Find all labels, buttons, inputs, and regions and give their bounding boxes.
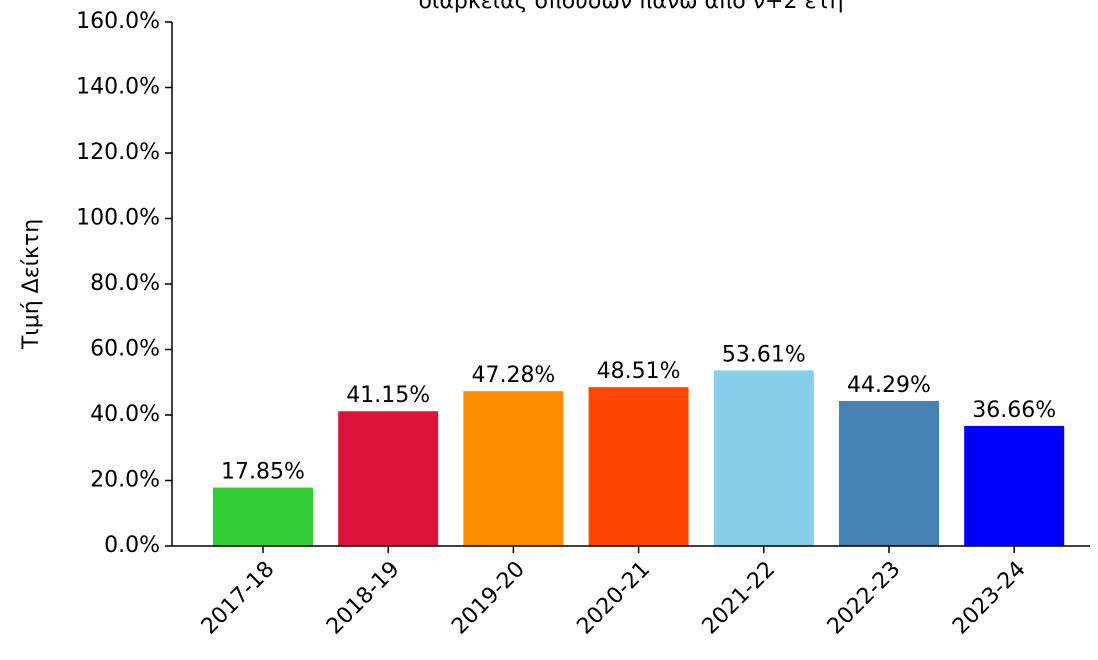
y-tick-label: 160.0% [76, 9, 160, 34]
value-label: 36.66% [972, 398, 1056, 423]
y-tick-label: 40.0% [90, 402, 160, 427]
bar [713, 370, 814, 546]
value-label: 53.61% [722, 342, 806, 367]
x-tick-label: 2017-18 [197, 557, 280, 640]
x-tick-label: 2023-24 [948, 557, 1031, 640]
x-tick-label: 2022-23 [823, 557, 906, 640]
y-tick-label: 0.0% [104, 533, 160, 558]
value-label: 44.29% [847, 373, 931, 398]
bar [463, 391, 564, 546]
y-tick-label: 140.0% [76, 75, 160, 100]
y-tick-label: 120.0% [76, 140, 160, 165]
value-label: 48.51% [597, 359, 681, 384]
bar [338, 411, 439, 546]
y-axis-label: Τιμή Δείκτη [19, 219, 44, 350]
chart-title: διάρκειας σπουδών πάνω από ν+2 έτη [418, 0, 843, 14]
value-label: 47.28% [471, 363, 555, 388]
value-label: 17.85% [221, 460, 305, 485]
y-tick-label: 100.0% [76, 206, 160, 231]
x-tick-label: 2019-20 [447, 557, 530, 640]
y-tick-label: 80.0% [90, 271, 160, 296]
bar [213, 487, 313, 546]
y-tick-label: 20.0% [90, 468, 160, 493]
x-tick-label: 2020-21 [572, 557, 655, 640]
x-tick-label: 2021-22 [698, 557, 781, 640]
bar [964, 425, 1065, 546]
bar [588, 387, 689, 546]
value-label: 41.15% [346, 383, 430, 408]
y-tick-label: 60.0% [90, 337, 160, 362]
x-tick-label: 2018-19 [322, 557, 405, 640]
bar [839, 400, 939, 546]
